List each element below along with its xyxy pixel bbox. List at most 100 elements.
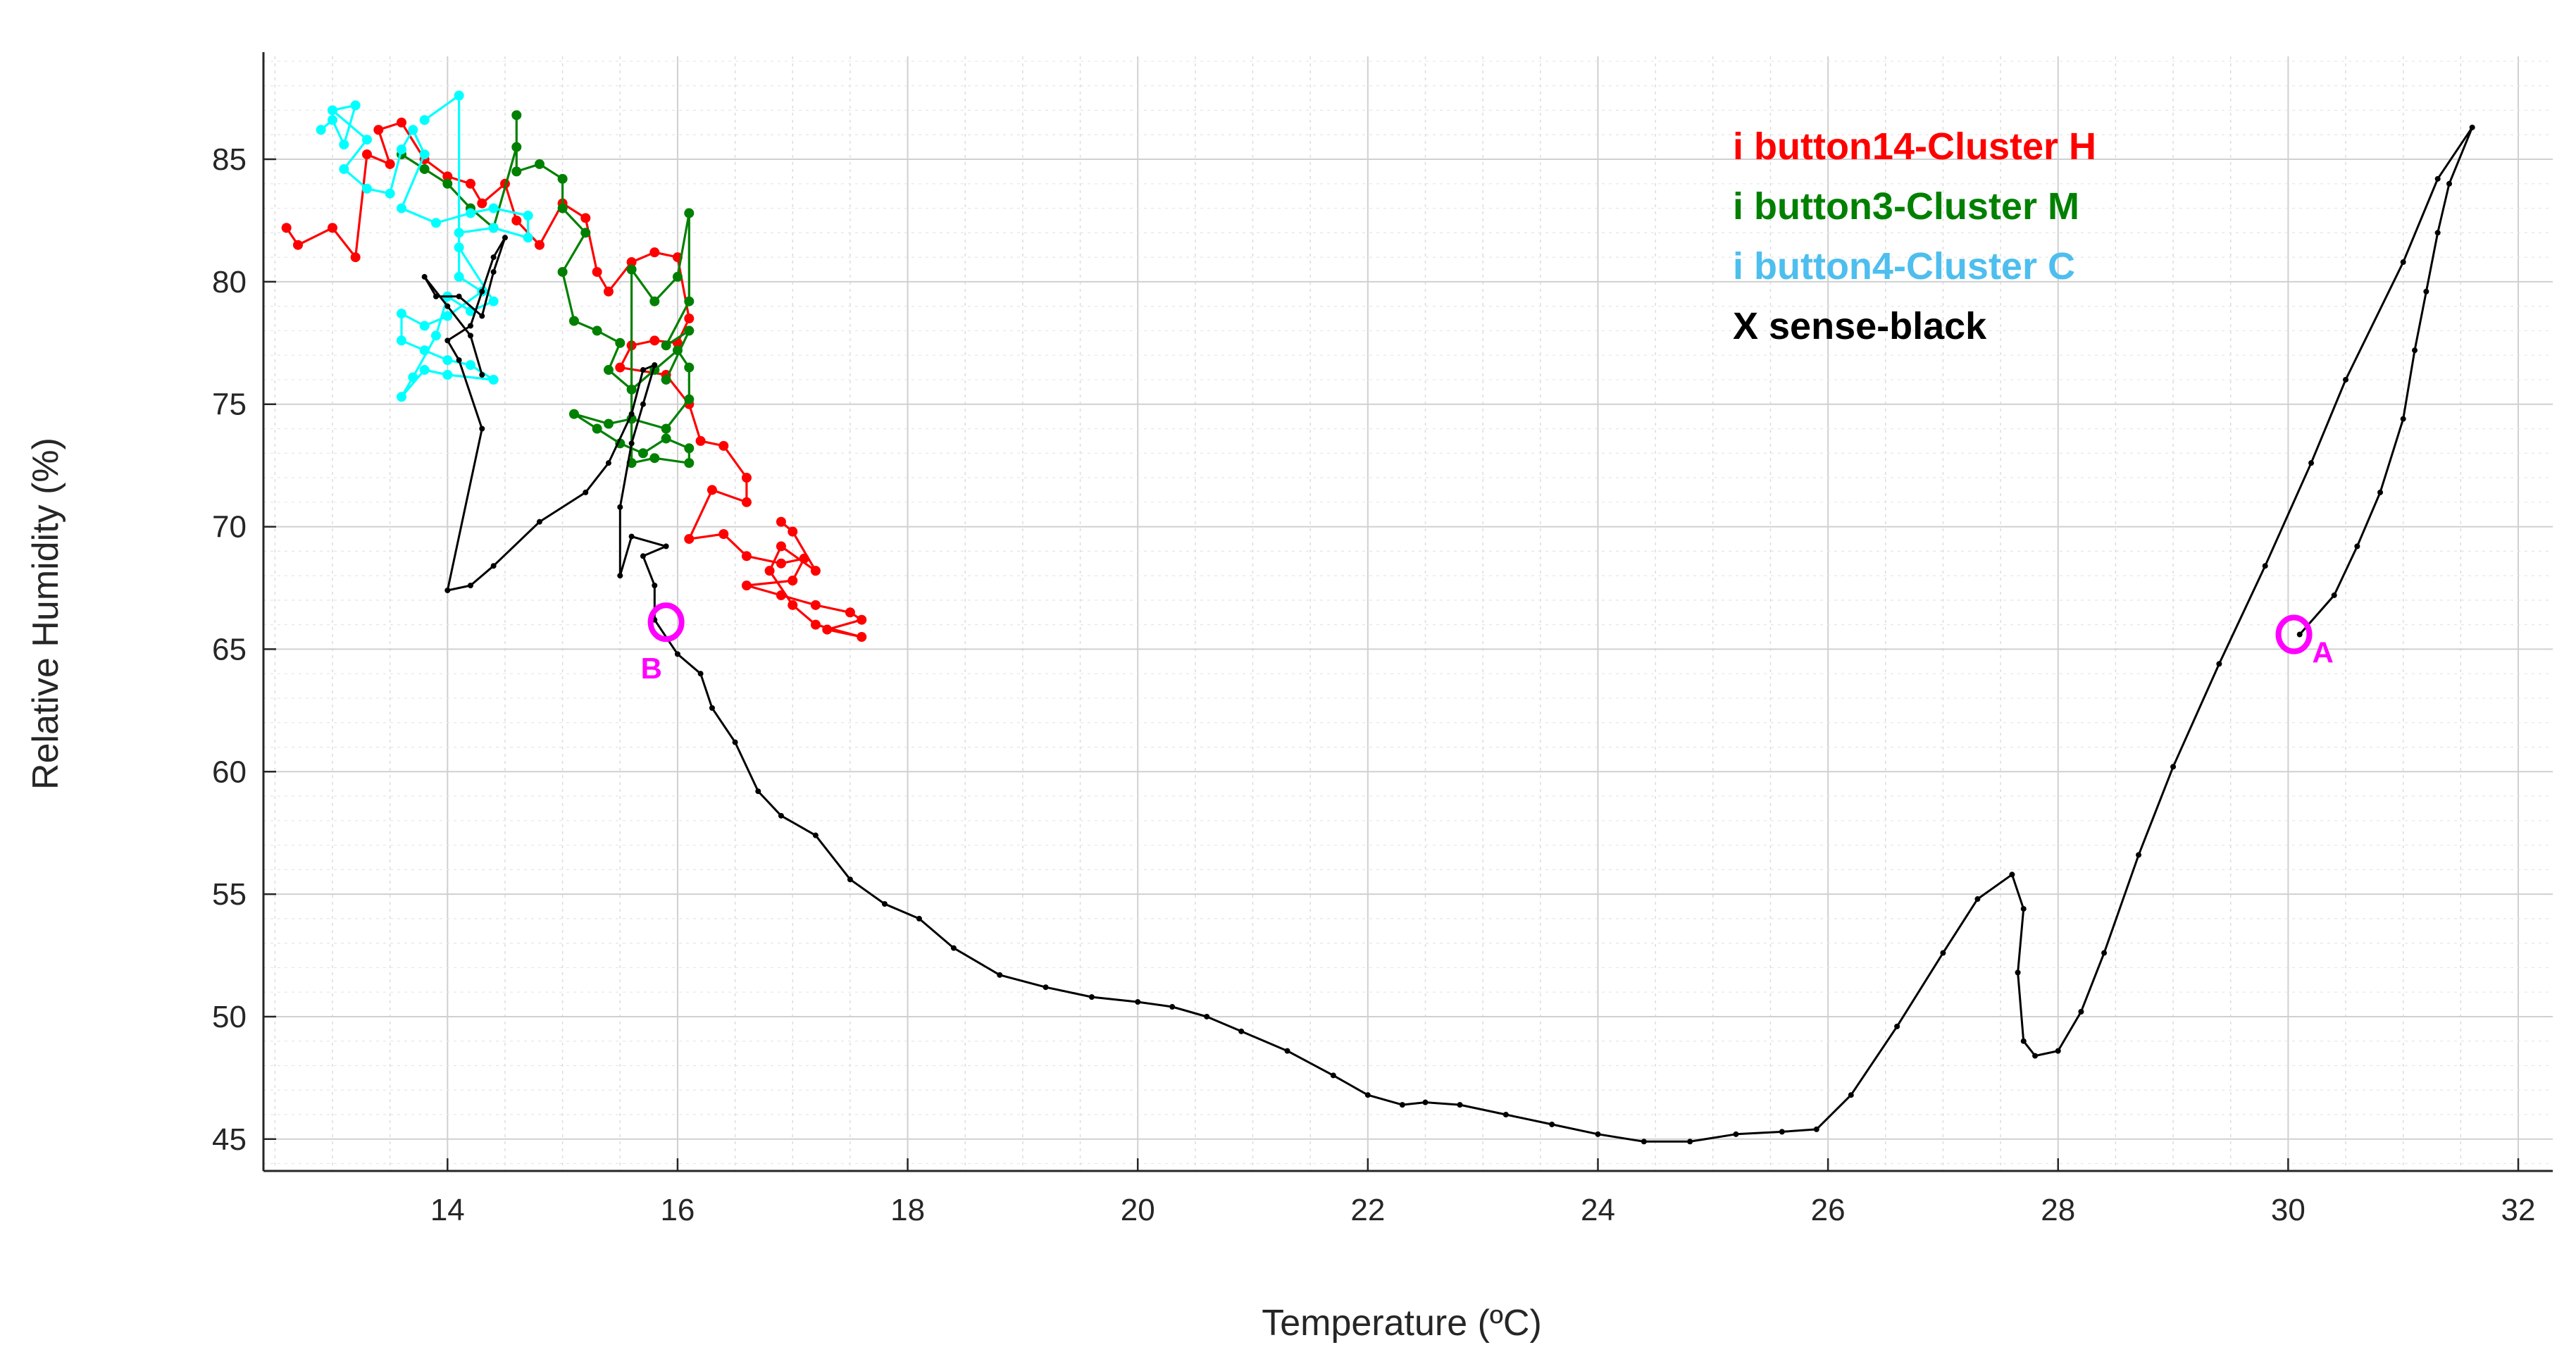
data-point [799, 553, 809, 564]
data-point [292, 240, 303, 250]
data-series [281, 90, 2475, 1145]
data-point [1135, 999, 1141, 1005]
data-point [661, 374, 671, 385]
data-point [316, 125, 326, 135]
data-point [605, 460, 611, 466]
data-point [419, 321, 430, 331]
data-point [1422, 1099, 1429, 1105]
data-point [479, 426, 485, 432]
annotation-marker-a [2275, 614, 2313, 655]
y-tick-label: 55 [212, 877, 247, 912]
data-point [419, 115, 430, 125]
data-point [396, 203, 406, 213]
data-point [603, 365, 614, 376]
data-point [661, 433, 671, 444]
data-point [857, 632, 867, 643]
legend: i button14-Cluster H i button3-Cluster M i… [1733, 125, 2096, 347]
data-point [1894, 1023, 1900, 1029]
data-point [788, 526, 798, 537]
data-point [2020, 1038, 2027, 1044]
data-point [408, 372, 418, 383]
x-tick-label: 30 [2271, 1193, 2306, 1227]
data-point [1940, 950, 1946, 956]
data-point [822, 624, 833, 635]
data-point [523, 211, 533, 221]
data-point [776, 558, 786, 569]
data-point [663, 543, 669, 550]
data-point [637, 448, 648, 459]
data-point [640, 553, 646, 559]
data-point [433, 293, 439, 299]
data-point [603, 286, 614, 297]
data-point [2354, 543, 2360, 550]
data-point [488, 203, 499, 213]
x-tick-label: 20 [1121, 1193, 1155, 1227]
data-point [1641, 1139, 1647, 1145]
data-point [1848, 1092, 1854, 1098]
data-point [490, 268, 497, 275]
data-point [628, 411, 635, 417]
y-tick-label: 65 [212, 632, 247, 666]
data-point [444, 337, 451, 344]
data-point [419, 163, 430, 174]
data-point [465, 178, 475, 189]
data-point [477, 198, 487, 209]
data-point [2308, 460, 2315, 466]
data-point [649, 247, 660, 258]
data-point [628, 533, 635, 540]
data-point [640, 401, 646, 407]
data-point [603, 418, 614, 429]
data-point [649, 335, 660, 346]
y-tick-label: 45 [212, 1122, 247, 1157]
data-point [327, 105, 337, 116]
x-tick-label: 14 [430, 1193, 465, 1227]
data-point [2343, 376, 2349, 383]
data-point [479, 372, 485, 378]
data-point [2412, 347, 2418, 354]
data-point [442, 355, 453, 366]
legend-entry: i button4-Cluster C [1733, 245, 2075, 287]
data-point [741, 473, 752, 483]
data-point [454, 242, 464, 253]
x-tick-label: 16 [660, 1193, 695, 1227]
legend-entry: i button14-Cluster H [1733, 125, 2096, 168]
data-point [661, 340, 671, 351]
data-point [1284, 1048, 1290, 1054]
grid [263, 56, 2553, 1171]
data-point [490, 563, 497, 569]
data-point [617, 504, 623, 510]
y-tick-label: 85 [212, 142, 247, 177]
data-point [2469, 124, 2475, 130]
data-point [592, 423, 602, 434]
data-point [361, 183, 372, 194]
data-point [465, 208, 475, 218]
data-point [502, 235, 508, 241]
data-point [2400, 416, 2406, 422]
data-point [2400, 259, 2406, 266]
data-point [684, 533, 695, 544]
data-point [2020, 905, 2027, 912]
data-point [421, 273, 428, 280]
data-point [419, 365, 430, 376]
data-point [557, 266, 568, 277]
data-point [2446, 180, 2453, 187]
data-point [764, 566, 775, 576]
data-point [580, 213, 591, 223]
data-point [396, 117, 406, 128]
data-point [444, 303, 451, 309]
series-i-button4-cluster-c [316, 90, 533, 402]
data-point [2055, 1048, 2061, 1054]
series-i-button3-cluster-m [396, 110, 695, 469]
data-point [442, 171, 453, 182]
x-tick-label: 22 [1350, 1193, 1385, 1227]
data-point [2331, 592, 2337, 598]
data-point [776, 590, 786, 600]
x-tick-label: 32 [2501, 1193, 2536, 1227]
data-point [442, 311, 453, 321]
data-point [2434, 175, 2441, 182]
data-point [442, 370, 453, 380]
data-point [2009, 872, 2015, 878]
x-tick-label: 28 [2041, 1193, 2075, 1227]
data-point [617, 573, 623, 579]
